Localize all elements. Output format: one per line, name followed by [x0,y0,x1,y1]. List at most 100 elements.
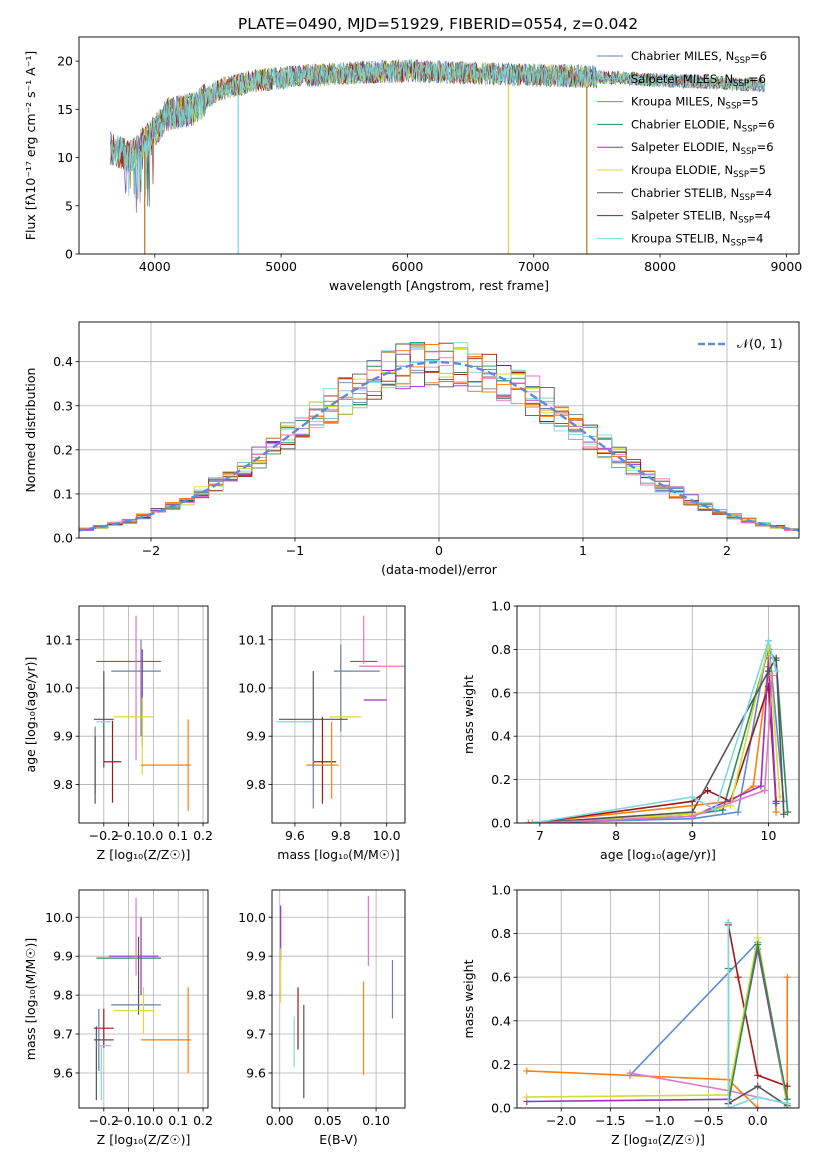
y-tick-label: 9.7 [246,1027,266,1042]
axes-frame [78,605,209,824]
y-tick-label: 0 [65,247,73,262]
weight-marker [780,810,788,818]
legend-sub: SSP [733,79,749,89]
weight-marker [724,919,732,927]
spectrum-line [110,59,765,199]
axes-frame [271,889,406,1109]
legend-sub: SSP [741,147,757,157]
legend-tail: =5 [749,163,766,177]
y-tick-label: 9.6 [246,1065,266,1080]
legend-sub: SSP [739,193,755,203]
legend-tail: =4 [755,186,772,200]
weight-marker [711,806,719,814]
legend-tail: =5 [741,95,758,109]
weight-marker [754,934,762,942]
y-tick-label: 9.8 [53,988,73,1003]
grid [272,606,405,823]
legend-tail: =6 [758,117,775,131]
weight-line [532,644,781,823]
legend-text: Chabrier MILES, N [631,49,734,63]
x-tick-label: −1.5 [595,1113,625,1128]
y-tick-label: 10.0 [45,910,73,925]
legend-tail: =6 [757,140,774,154]
weight-marker [765,637,773,645]
x-tick-label: 0.00 [266,1113,294,1128]
x-tick-label: 0.1 [168,1113,188,1128]
x-tick-label: 7 [536,828,544,843]
legend-text: Kroupa MILES, N [631,95,726,109]
x-axis-label: Z [log₁₀(Z/Z☉)] [611,1132,705,1147]
weight-marker [754,1093,762,1101]
legend-label: Chabrier MILES, NSSP=6 [631,49,767,66]
y-tick-label: 20 [57,54,73,69]
legend-sub: SSP [742,124,758,134]
chart-mass_vs_Z: −0.2−0.1 0.0 0.1 0.2 9.6 9.7 9.8 9.9 10.0 Z [log₁… [23,889,213,1147]
legend-text: Kroupa ELODIE, N [631,163,733,177]
legend-text: Kroupa STELIB, N [631,231,731,245]
y-tick-label: 0.8 [491,642,511,657]
weight-marker [772,667,780,675]
y-tick-label: 0.4 [491,1013,511,1028]
y-tick-label: 10.0 [238,680,266,695]
y-tick-label: 5 [65,198,73,213]
weight-marker [524,819,532,823]
grid [272,890,405,1108]
y-tick-label: 15 [57,102,73,117]
weight-marker [783,973,791,981]
chart-massweight_vs_Z: −2.0 −1.5 −1.0 −0.5 0.0 0.0 0.2 0.4 0.6 0.8 1.0 Z [… [461,883,800,1147]
weight-line [532,658,777,823]
x-axis-label: mass [log₁₀(M/M☉)] [277,847,399,862]
chart-massweight_vs_age: 7 8 9 10 0.0 0.2 0.4 0.6 0.8 1.0 age [log₁₀(age/yr… [461,599,800,862]
y-tick-label: 0.6 [491,685,511,700]
weight-marker [772,799,780,807]
weight-marker [768,671,776,679]
plot-area [280,895,394,1099]
axes-frame [516,889,800,1109]
chart-residuals: −2 −1 0 1 2 0.0 0.1 0.2 0.3 0.4 (data-model)/error… [23,321,800,577]
x-tick-label: −0.2 [89,828,119,843]
weight-marker [754,941,762,948]
weight-marker [749,782,757,790]
legend-label: Salpeter MILES, NSSP=6 [631,72,766,89]
x-tick-label: 8 [612,828,620,843]
plot-area [110,59,765,254]
y-tick-label: 9.9 [246,949,266,964]
legend-label: Salpeter ELODIE, NSSP=6 [631,140,774,157]
y-tick-label: 9.9 [53,949,73,964]
legend-tail: =6 [749,72,766,86]
grid [517,605,799,824]
weight-marker [523,1067,531,1075]
x-tick-label: 9000 [770,259,802,274]
figure-title: PLATE=0490, MJD=51929, FIBERID=0554, z=0… [238,15,638,33]
y-tick-label: 10.1 [45,632,73,647]
y-tick-label: 0.6 [491,970,511,985]
y-axis-label: mass [log₁₀(M/M☉)] [23,938,38,1060]
y-tick-label: 9.9 [53,729,73,744]
y-tick-label: 0.8 [491,926,511,941]
legend-label: Chabrier ELODIE, NSSP=6 [631,117,775,134]
y-tick-label: 9.9 [246,729,266,744]
x-axis-label: E(B-V) [319,1132,358,1147]
x-tick-label: 7000 [518,259,550,274]
y-tick-label: 9.6 [53,1065,73,1080]
y-tick-label: 0.4 [491,729,511,744]
legend-label: Salpeter STELIB, NSSP=4 [631,209,771,226]
weight-marker [761,786,769,794]
legend-sub: SSP [738,216,754,226]
grid [79,606,208,823]
legend-tail: =6 [750,49,767,63]
x-tick-label: −2.0 [546,1113,576,1128]
y-axis-label: Normed distribution [23,368,38,493]
x-tick-label: 9 [688,828,696,843]
x-tick-label: −2 [142,543,160,558]
weight-marker [528,819,536,823]
y-tick-label: 9.8 [53,777,73,792]
x-tick-label: −0.1 [113,828,143,843]
weight-marker [688,812,696,820]
x-tick-label: 10 [761,828,777,843]
plot-area [524,637,792,823]
plot-area [79,341,799,533]
y-axis-label: age [log₁₀(age/yr)] [23,657,38,773]
